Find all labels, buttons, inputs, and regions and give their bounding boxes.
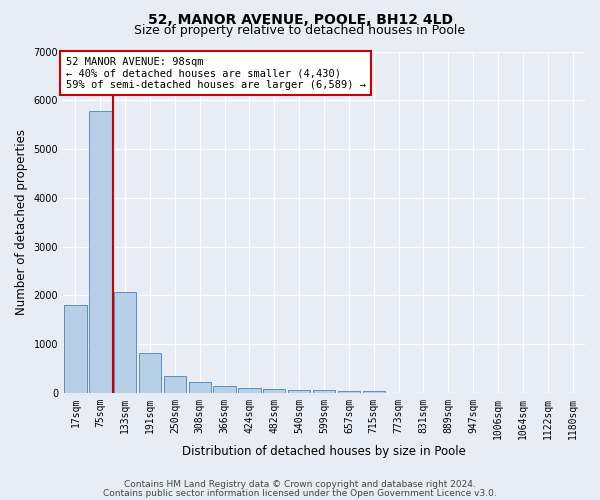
Bar <box>139 353 161 393</box>
Y-axis label: Number of detached properties: Number of detached properties <box>15 129 28 315</box>
Text: Contains HM Land Registry data © Crown copyright and database right 2024.: Contains HM Land Registry data © Crown c… <box>124 480 476 489</box>
Text: Contains public sector information licensed under the Open Government Licence v3: Contains public sector information licen… <box>103 489 497 498</box>
Bar <box>114 292 136 393</box>
Text: 52, MANOR AVENUE, POOLE, BH12 4LD: 52, MANOR AVENUE, POOLE, BH12 4LD <box>148 12 452 26</box>
Bar <box>362 390 385 393</box>
Bar <box>188 382 211 393</box>
Bar <box>338 390 360 393</box>
Bar <box>64 305 86 393</box>
Bar <box>164 376 186 393</box>
Bar <box>263 390 286 393</box>
Bar <box>288 390 310 393</box>
Text: 52 MANOR AVENUE: 98sqm
← 40% of detached houses are smaller (4,430)
59% of semi-: 52 MANOR AVENUE: 98sqm ← 40% of detached… <box>65 56 365 90</box>
Bar <box>238 388 260 393</box>
Text: Size of property relative to detached houses in Poole: Size of property relative to detached ho… <box>134 24 466 37</box>
Bar <box>89 111 112 393</box>
Bar <box>313 390 335 393</box>
X-axis label: Distribution of detached houses by size in Poole: Distribution of detached houses by size … <box>182 444 466 458</box>
Bar <box>214 386 236 393</box>
